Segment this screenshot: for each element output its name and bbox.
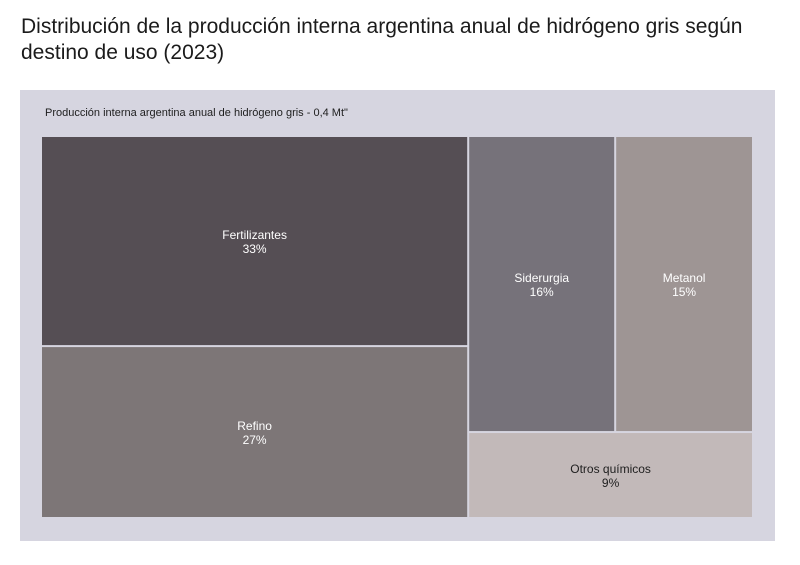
treemap-rect-refino — [42, 347, 468, 517]
chart-title: Distribución de la producción interna ar… — [21, 15, 743, 64]
treemap-label-fertilizantes: Fertilizantes — [222, 228, 287, 242]
treemap-rect-metanol — [616, 137, 752, 432]
treemap-value-fertilizantes: 33% — [243, 242, 267, 256]
treemap-label-siderurgia: Siderurgia — [514, 271, 569, 285]
treemap-label-refino: Refino — [237, 419, 272, 433]
treemap-value-siderurgia: 16% — [530, 285, 554, 299]
treemap-value-metanol: 15% — [672, 285, 696, 299]
treemap-rect-fertilizantes — [42, 137, 468, 346]
treemap-value-otros-quimicos: 9% — [602, 476, 620, 490]
treemap-label-otros-quimicos: Otros químicos — [570, 462, 651, 476]
chart-subtitle: Producción interna argentina anual de hi… — [45, 107, 348, 119]
treemap-rect-otros-quimicos — [469, 433, 752, 517]
treemap-rect-siderurgia — [469, 137, 615, 432]
treemap-label-metanol: Metanol — [663, 271, 706, 285]
treemap-value-refino: 27% — [243, 433, 267, 447]
